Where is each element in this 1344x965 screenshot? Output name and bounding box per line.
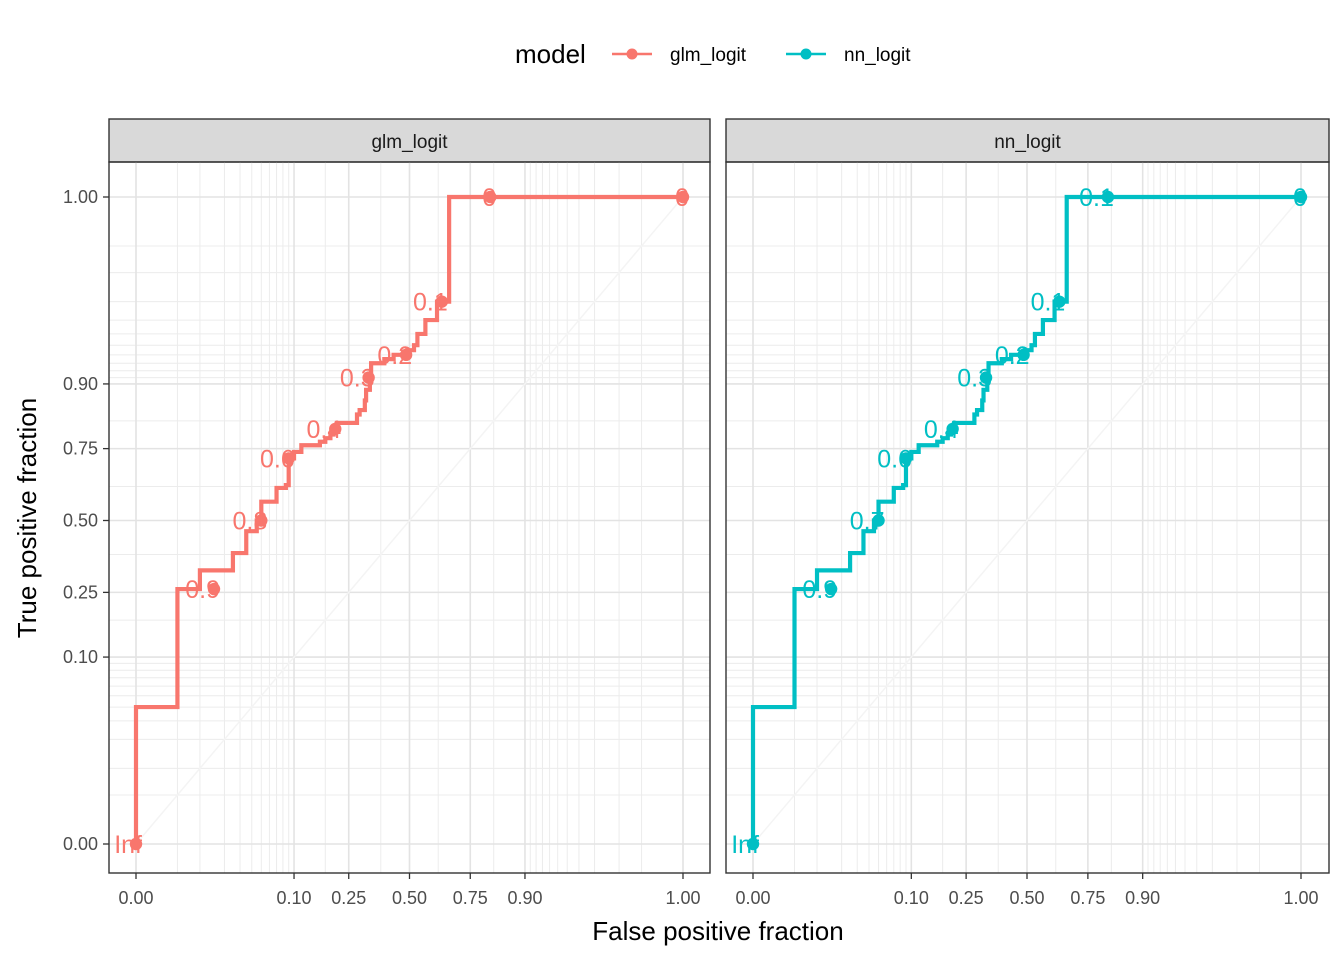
y-tick-label: 0.25 (63, 582, 98, 602)
y-axis-title: True positive fraction (12, 398, 42, 638)
cutoff-label: 0 (482, 184, 496, 212)
cutoff-label: 0.3 (957, 365, 992, 393)
x-tick-label: 0.50 (1009, 888, 1044, 908)
cutoff-label: 0.9 (802, 576, 837, 604)
x-tick-label: 1.00 (1283, 888, 1318, 908)
cutoff-point (676, 190, 690, 204)
x-tick-label: 0.00 (735, 888, 770, 908)
cutoff-label: 0 (1293, 184, 1307, 212)
cutoff-label: 0.6 (260, 445, 295, 473)
cutoff-point (1017, 348, 1030, 362)
cutoff-point (255, 514, 268, 527)
cutoff-label: 0.1 (413, 289, 448, 317)
x-tick-label: 0.25 (949, 888, 984, 908)
x-tick-label: 0.75 (1070, 888, 1105, 908)
cutoff-point (979, 371, 993, 384)
cutoff-point (946, 422, 959, 436)
cutoff-label: 0.2 (377, 342, 412, 370)
y-tick-label: 1.00 (63, 187, 98, 207)
x-tick-label: 0.10 (894, 888, 929, 908)
cutoff-point (1053, 295, 1066, 308)
strip-label-nn-logit: nn_logit (994, 132, 1061, 153)
strip-background (725, 118, 1330, 163)
cutoff-point (399, 348, 413, 362)
cutoff-point (362, 371, 375, 384)
strip-label-glm-logit: glm_logit (371, 132, 448, 153)
cutoff-point (872, 514, 885, 527)
x-tick-label: 1.00 (665, 888, 700, 908)
legend-key-dot-glm (626, 48, 638, 60)
cutoff-label: 0.4 (307, 416, 342, 444)
cutoff-point (824, 582, 838, 596)
legend-key-dot-nn (800, 48, 812, 60)
grid-lines (726, 162, 1329, 873)
x-axis: 0.00 0.10 0.25 0.50 0.75 0.90 1.00 (118, 873, 701, 908)
cutoff-label: 0.1 (1031, 289, 1066, 317)
x-tick-label: 0.75 (453, 888, 488, 908)
cutoff-point (282, 452, 295, 465)
cutoff-label: Inf (731, 831, 759, 859)
legend-label-glm: glm_logit (670, 45, 747, 66)
cutoff-label: 0.7 (850, 508, 885, 536)
cutoff-point (1294, 190, 1308, 204)
cutoff-label: 0.6 (877, 445, 912, 473)
y-tick-label: 0.50 (63, 511, 98, 531)
cutoff-point (899, 452, 913, 465)
x-axis: 0.00 0.10 0.25 0.50 0.75 0.90 1.00 (735, 873, 1319, 908)
cutoff-label: 0.9 (185, 576, 220, 604)
legend-title: model (515, 39, 586, 69)
cutoff-label: 0.3 (340, 365, 375, 393)
legend-label-nn: nn_logit (844, 45, 911, 66)
cutoff-label: 0.4 (924, 416, 959, 444)
y-tick-label: 0.90 (63, 374, 98, 394)
cutoff-point (129, 837, 143, 851)
cutoff-point (207, 582, 221, 596)
cutoff-label: 0.8 (233, 508, 268, 536)
cutoff-point (1101, 190, 1115, 204)
x-tick-label: 0.25 (331, 888, 366, 908)
cutoff-label: 0.2 (995, 342, 1030, 370)
legend: model glm_logit nn_logit (515, 39, 911, 69)
cutoff-label: 0 (675, 184, 689, 212)
x-tick-label: 0.00 (118, 888, 153, 908)
y-tick-label: 0.10 (63, 647, 98, 667)
cutoff-points-glm-logit: Inf 0.9 0.8 0.6 0.4 0.30.20.1 0 0 (114, 184, 690, 859)
x-axis-title: False positive fraction (592, 916, 843, 946)
x-tick-label: 0.90 (507, 888, 542, 908)
cutoff-point (435, 295, 448, 308)
grid-lines (109, 162, 710, 873)
y-axis: 0.00 0.10 0.25 0.50 0.75 0.90 1.00 (63, 187, 109, 854)
x-tick-label: 0.90 (1125, 888, 1160, 908)
diagonal-reference (752, 196, 1302, 845)
diagonal-reference (135, 196, 684, 845)
x-tick-label: 0.50 (392, 888, 427, 908)
y-tick-label: 0.75 (63, 439, 98, 459)
strip-background (108, 118, 711, 163)
cutoff-point (329, 422, 342, 436)
cutoff-label: Inf (114, 831, 142, 859)
cutoff-point (746, 837, 760, 851)
cutoff-label: 0.1 (1079, 184, 1114, 212)
x-tick-label: 0.10 (277, 888, 312, 908)
y-tick-label: 0.00 (63, 834, 98, 854)
cutoff-point (484, 190, 497, 204)
